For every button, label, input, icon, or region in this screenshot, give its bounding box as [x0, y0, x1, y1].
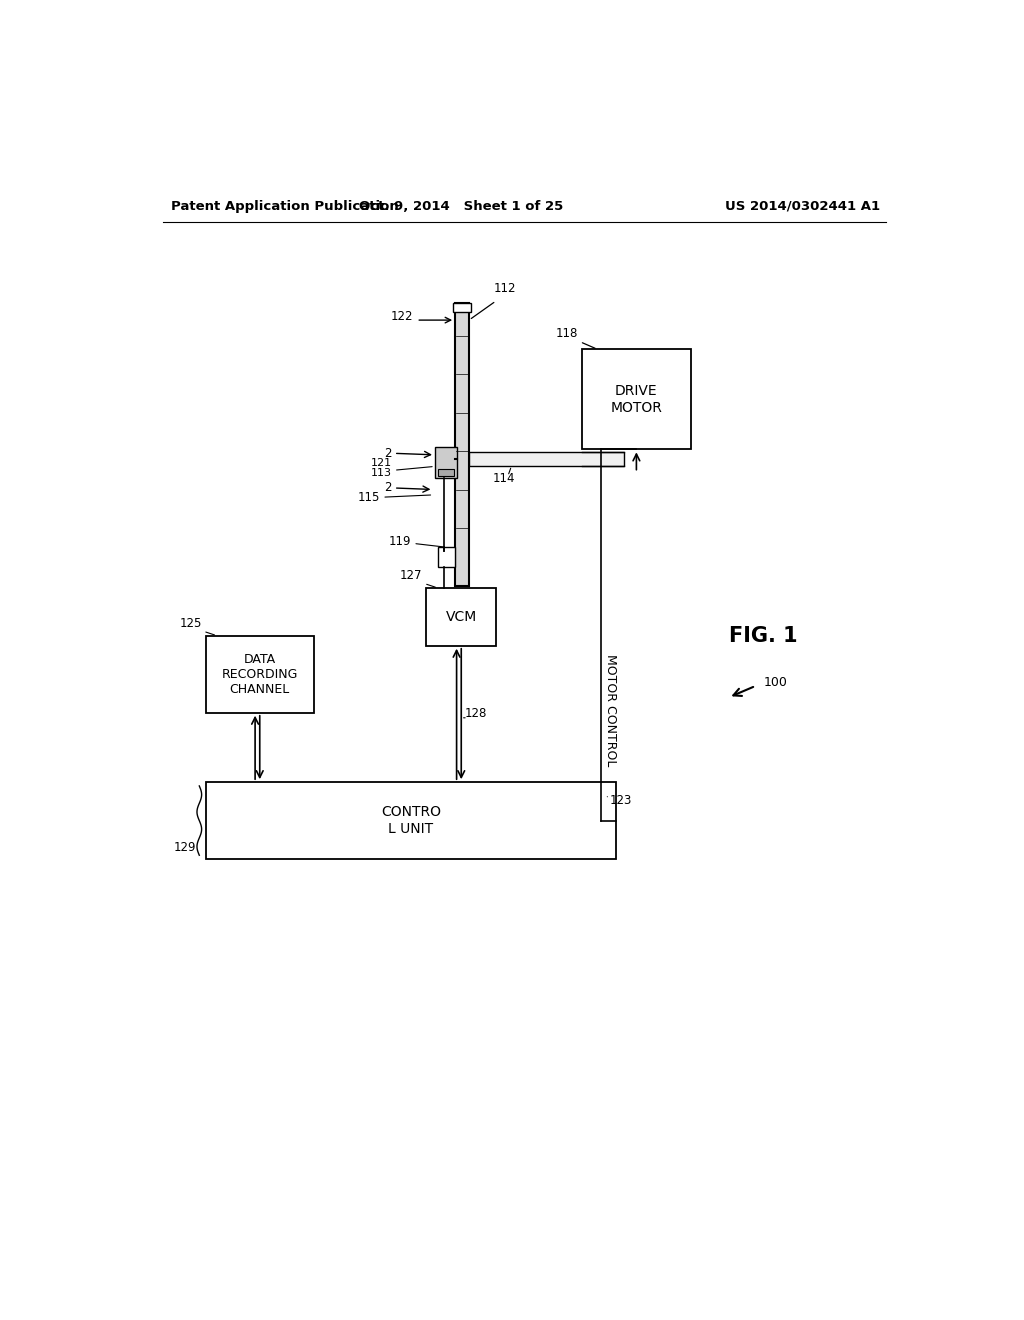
Text: 127: 127: [400, 569, 423, 582]
Bar: [435, 447, 457, 478]
Text: 115: 115: [357, 491, 380, 504]
Bar: [426, 589, 496, 645]
Text: 112: 112: [494, 282, 516, 296]
Text: 119: 119: [388, 536, 411, 548]
Text: 2: 2: [384, 480, 391, 494]
Text: 125: 125: [179, 616, 202, 630]
Text: MOTOR CONTROL: MOTOR CONTROL: [603, 655, 616, 767]
Text: 114: 114: [493, 471, 515, 484]
Bar: [469, 451, 624, 466]
Bar: [438, 548, 455, 566]
Text: 121: 121: [371, 458, 391, 467]
Bar: [583, 350, 690, 450]
Text: 100: 100: [764, 676, 787, 689]
Text: 123: 123: [610, 793, 633, 807]
Bar: [453, 304, 471, 313]
Text: 118: 118: [556, 327, 579, 341]
Text: US 2014/0302441 A1: US 2014/0302441 A1: [725, 199, 880, 213]
Bar: [206, 636, 314, 713]
Text: DATA
RECORDING
CHANNEL: DATA RECORDING CHANNEL: [221, 653, 298, 696]
Text: 2: 2: [384, 446, 391, 459]
Bar: [438, 469, 454, 477]
Bar: [455, 304, 469, 586]
Bar: [206, 781, 616, 859]
Text: DRIVE
MOTOR: DRIVE MOTOR: [610, 384, 663, 414]
Text: FIG. 1: FIG. 1: [729, 626, 798, 645]
Text: 128: 128: [465, 708, 487, 721]
Text: 113: 113: [371, 467, 391, 478]
Text: CONTRO
L UNIT: CONTRO L UNIT: [381, 805, 441, 836]
Text: Oct. 9, 2014   Sheet 1 of 25: Oct. 9, 2014 Sheet 1 of 25: [359, 199, 563, 213]
Text: 122: 122: [391, 310, 414, 323]
Text: Patent Application Publication: Patent Application Publication: [171, 199, 398, 213]
Text: 129: 129: [174, 841, 197, 854]
Text: VCM: VCM: [445, 610, 477, 624]
